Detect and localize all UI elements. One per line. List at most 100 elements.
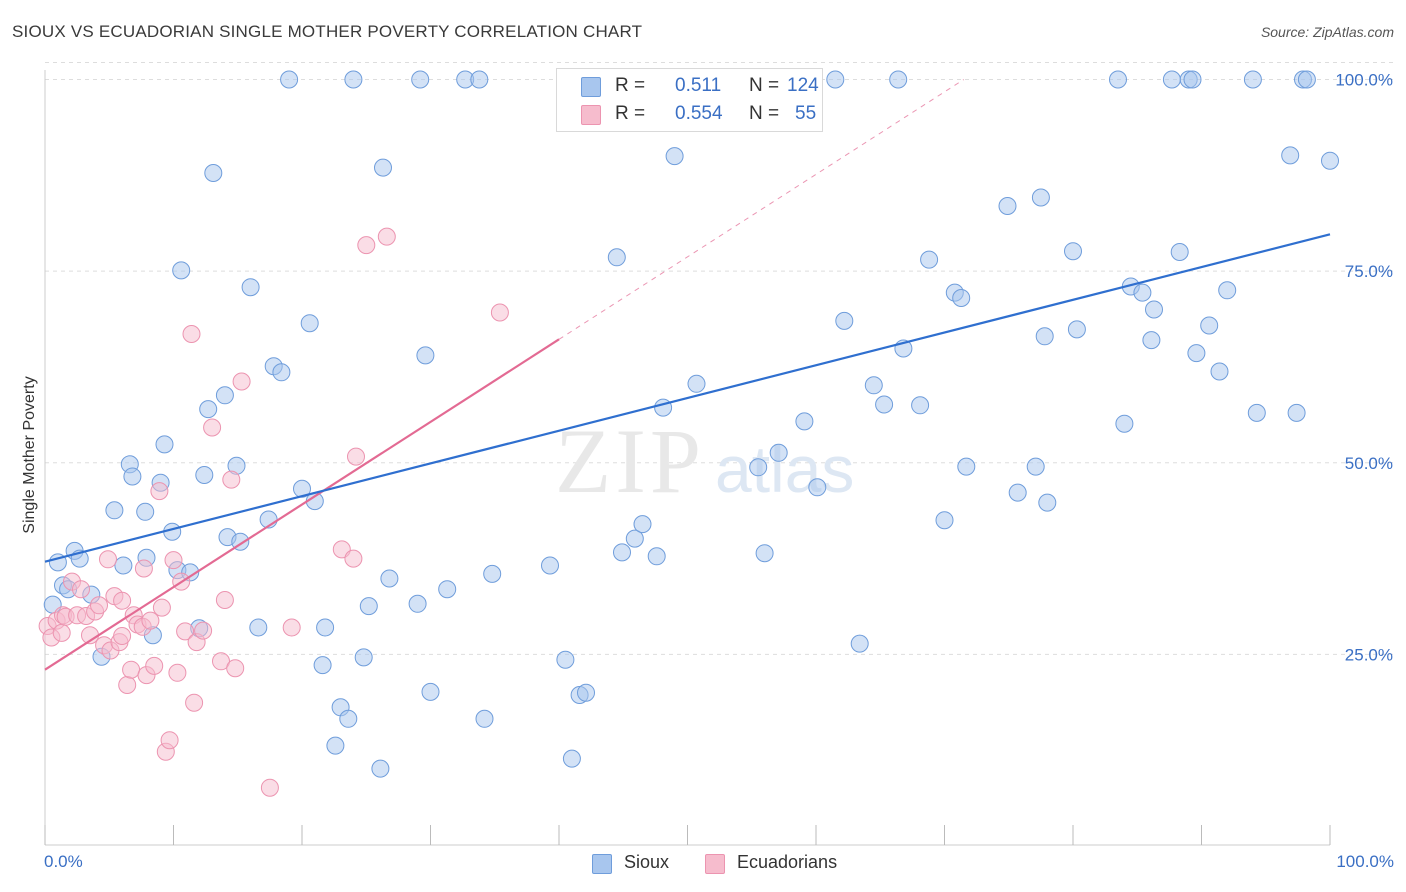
legend-label-sioux: Sioux: [624, 852, 670, 872]
sioux-point: [1247, 403, 1266, 422]
ecuadorian-point: [357, 236, 376, 255]
sioux-point: [625, 529, 644, 548]
stats-legend: R = 0.511 N = 124 R = 0.554 N = 55: [556, 68, 823, 132]
trend-lines: [44, 79, 1331, 671]
sioux-point: [1008, 483, 1027, 502]
sioux-point: [769, 443, 788, 462]
legend-r-label: R =: [615, 75, 646, 96]
sioux-point: [1109, 70, 1127, 89]
y-tick-label: 25.0%: [1345, 645, 1393, 664]
source-attribution: Source: ZipAtlas.com: [1260, 24, 1394, 40]
y-tick-label: 50.0%: [1345, 454, 1393, 473]
sioux-point: [300, 314, 319, 333]
ecuadorian-point: [160, 731, 179, 750]
sioux-point: [359, 597, 378, 616]
ecuadorian-point: [141, 611, 160, 630]
ecuadorian-point: [99, 550, 117, 569]
sioux-point: [374, 158, 392, 177]
watermark-atlas: atlas: [715, 432, 854, 506]
legend-r-value: 0.511: [675, 75, 722, 96]
ecuadorian-trend-line: [44, 338, 560, 671]
legend-label-ecuadorians: Ecuadorians: [737, 852, 838, 872]
sioux-point: [541, 556, 559, 575]
ecuadorian-point: [215, 591, 234, 609]
sioux-point: [204, 164, 223, 182]
ecuadorian-point: [152, 598, 171, 617]
ecuadorian-point: [150, 482, 169, 501]
sioux-point: [665, 147, 684, 166]
ecuadorian-point: [203, 418, 222, 437]
sioux-point: [195, 466, 214, 484]
watermark-zip: ZIP: [555, 410, 705, 512]
ecuadorian-point: [226, 659, 245, 678]
sioux-point: [755, 544, 774, 563]
ecuadorian-point: [194, 621, 213, 640]
x-tick-label-max: 100.0%: [1336, 852, 1394, 871]
y-axis-label: Single Mother Poverty: [21, 376, 38, 534]
ecuadorian-points: [38, 227, 509, 797]
legend-swatch-sioux: [581, 77, 601, 97]
sioux-point: [313, 656, 332, 675]
sioux-point: [249, 618, 268, 637]
sioux-point: [280, 70, 299, 89]
sioux-point: [470, 70, 489, 89]
sioux-point: [344, 70, 363, 89]
sioux-point: [326, 736, 345, 755]
sioux-point: [749, 458, 768, 477]
sioux-point: [408, 594, 427, 613]
sioux-point: [475, 709, 494, 728]
sioux-point: [1115, 414, 1134, 433]
sioux-point: [136, 502, 155, 521]
sioux-point: [1281, 146, 1300, 165]
sioux-point: [889, 70, 908, 89]
legend-swatch-sioux: [592, 854, 612, 874]
sioux-point: [911, 396, 930, 415]
sioux-point: [1067, 320, 1086, 339]
x-tick-label-min: 0.0%: [44, 852, 83, 871]
sioux-point: [1287, 403, 1306, 422]
sioux-point: [1243, 70, 1262, 89]
sioux-point: [1133, 283, 1152, 302]
sioux-points: [43, 70, 1339, 778]
sioux-point: [864, 376, 883, 395]
sioux-point: [920, 250, 939, 269]
ecuadorian-point: [377, 227, 396, 246]
sioux-point: [1321, 151, 1339, 170]
y-tick-label: 75.0%: [1345, 262, 1393, 281]
sioux-point: [795, 412, 814, 431]
sioux-point: [421, 682, 440, 701]
sioux-point: [1038, 493, 1057, 512]
sioux-point: [1297, 70, 1316, 89]
sioux-point: [633, 515, 652, 534]
sioux-trend-line: [44, 233, 1331, 563]
ecuadorian-point: [344, 549, 363, 568]
ecuadorian-point: [113, 591, 132, 610]
ecuadorian-point: [232, 372, 251, 391]
sioux-point: [411, 70, 430, 89]
ecuadorian-point: [490, 303, 509, 322]
sioux-point: [556, 650, 575, 669]
sioux-point: [1170, 243, 1189, 261]
ecuadorian-trend-extension: [558, 79, 965, 340]
sioux-point: [1162, 70, 1181, 89]
ecuadorian-point: [113, 627, 132, 645]
sioux-point: [316, 618, 335, 637]
legend-r-value: 0.554: [675, 103, 723, 124]
sioux-point: [1200, 316, 1219, 335]
sioux-point: [687, 374, 706, 393]
ecuadorian-point: [347, 447, 365, 466]
sioux-point: [241, 278, 260, 297]
sioux-point: [1035, 327, 1054, 346]
sioux-point: [483, 564, 502, 583]
sioux-point: [105, 501, 124, 520]
y-tick-label: 100.0%: [1335, 71, 1393, 90]
ecuadorian-point: [145, 656, 164, 675]
sioux-point: [172, 261, 191, 280]
legend-n-value: 124: [787, 75, 819, 96]
sioux-point: [577, 683, 595, 702]
sioux-point: [562, 749, 581, 768]
sioux-point: [613, 543, 631, 562]
sioux-point: [380, 569, 399, 588]
sioux-point: [808, 478, 827, 497]
